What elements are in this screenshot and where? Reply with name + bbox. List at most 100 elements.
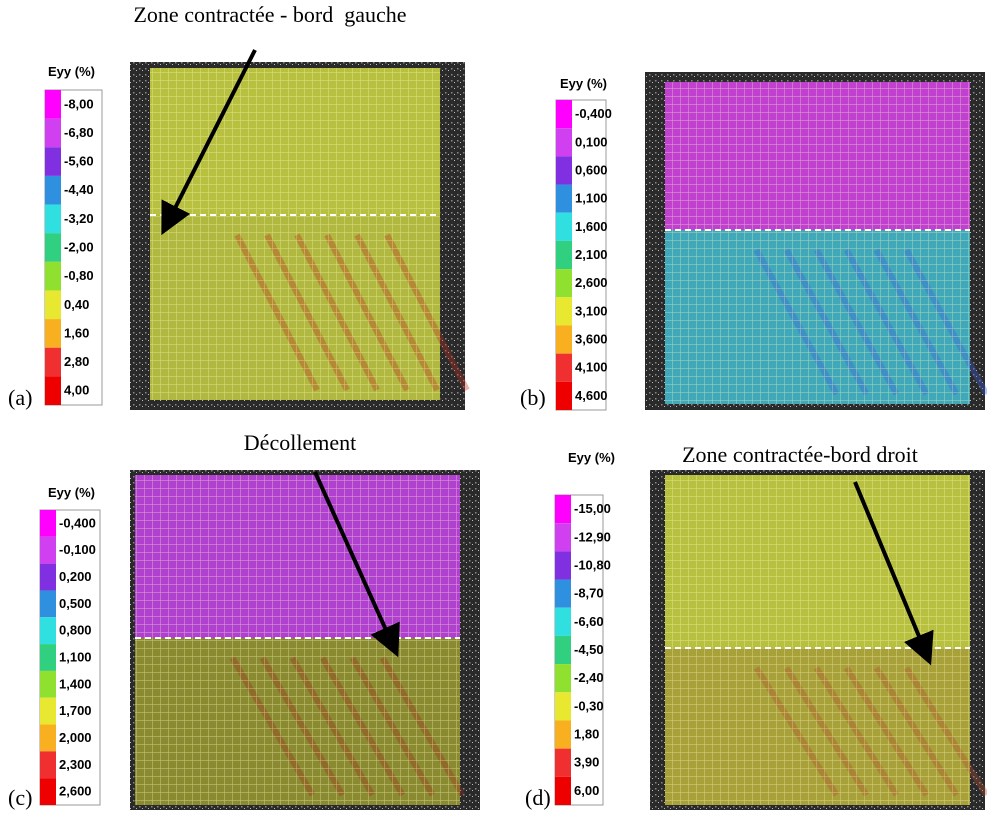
colorbar-tick-label: 1,80 <box>574 727 599 742</box>
colorbar-swatch <box>555 635 571 665</box>
colorbar-tick-label: -10,80 <box>574 557 611 572</box>
colorbar-swatch <box>556 269 572 298</box>
colorbar-tick-label: 2,000 <box>59 730 92 745</box>
colorbar-tick-label: -5,60 <box>64 154 94 169</box>
colorbar-tick-label: -4,40 <box>64 182 94 197</box>
grid-overlay <box>665 475 970 805</box>
colorbar-swatch <box>556 297 572 326</box>
colorbar-tick-label: 0,40 <box>64 297 89 312</box>
colorbar-swatch <box>556 100 572 129</box>
colorbar-title: Eyy (%) <box>568 450 615 465</box>
colorbar-swatch <box>45 175 61 205</box>
colorbar-swatch <box>45 319 61 348</box>
grid-overlay <box>150 68 440 400</box>
colorbar-tick-label: 0,100 <box>575 134 608 149</box>
colorbar-tick-label: 3,600 <box>575 332 608 347</box>
colorbar-tick-label: 1,100 <box>59 650 92 665</box>
arrow <box>313 471 400 658</box>
colorbar-tick-label: 3,90 <box>574 755 599 770</box>
colorbar-swatch <box>555 523 571 552</box>
colorbar-swatch <box>45 204 61 234</box>
colorbar-tick-label: 4,100 <box>575 360 608 375</box>
colorbar-tick-label: 1,700 <box>59 703 92 718</box>
colorbar-swatch <box>40 536 56 564</box>
colorbar-tick-label: 4,00 <box>64 383 89 398</box>
colorbar-tick-label: -8,70 <box>574 586 604 601</box>
colorbar-tick-label: 2,300 <box>59 757 92 772</box>
colorbar-tick-label: -2,40 <box>574 670 604 685</box>
colorbar-title: Eyy (%) <box>48 64 95 79</box>
colorbar-tick-label: 0,600 <box>575 162 608 177</box>
grid-overlay <box>135 475 460 805</box>
colorbar-tick-label: 1,60 <box>64 325 89 340</box>
colorbar-swatch <box>555 607 571 636</box>
colorbar-tick-label: 0,500 <box>59 596 92 611</box>
colorbar-tick-label: -15,00 <box>574 501 611 516</box>
colorbar-title: Eyy (%) <box>560 76 607 91</box>
colorbar-swatch <box>40 563 56 591</box>
colorbar-swatch <box>556 240 572 270</box>
colorbar-tick-label: -0,100 <box>59 542 96 557</box>
colorbar-swatch <box>45 376 61 405</box>
colorbar-swatch <box>45 347 61 377</box>
colorbar-swatch <box>555 495 571 524</box>
colorbar-tick-label: -0,400 <box>59 515 96 530</box>
annotation: Zone contractée-bord droit <box>682 442 918 467</box>
colorbar-tick-label: -4,50 <box>574 642 604 657</box>
colorbar-swatch <box>45 290 61 320</box>
colorbar-swatch <box>556 184 572 213</box>
arrow <box>161 49 257 236</box>
colorbar-tick-label: 3,100 <box>575 303 608 318</box>
panel-label: (d) <box>525 785 551 810</box>
colorbar-swatch <box>556 156 572 185</box>
colorbar-swatch <box>45 261 61 291</box>
colorbar-tick-label: -0,80 <box>64 268 94 283</box>
colorbar-tick-label: 4,600 <box>575 388 608 403</box>
panel-label: (a) <box>8 385 32 410</box>
colorbar-swatch <box>555 664 571 693</box>
colorbar-tick-label: 0,200 <box>59 569 92 584</box>
colorbar-title: Eyy (%) <box>48 485 95 500</box>
colorbar-swatch <box>40 670 56 698</box>
colorbar-tick-label: -3,20 <box>64 211 94 226</box>
colorbar-tick-label: -12,90 <box>574 529 611 544</box>
colorbar-swatch <box>556 353 572 382</box>
colorbar-tick-label: 2,600 <box>59 784 92 799</box>
colorbar-swatch <box>45 90 61 119</box>
colorbar-tick-label: 1,100 <box>575 191 608 206</box>
colorbar-tick-label: 1,600 <box>575 219 608 234</box>
colorbar-swatch <box>40 724 56 752</box>
panel-label: (c) <box>8 785 32 810</box>
annotation: Zone contractée - bord gauche <box>133 2 406 27</box>
colorbar-tick-label: -0,400 <box>575 106 612 121</box>
colorbar-swatch <box>556 325 572 354</box>
colorbar-swatch <box>40 751 56 779</box>
colorbar-tick-label: -0,30 <box>574 698 604 713</box>
colorbar-tick-label: -2,00 <box>64 240 94 255</box>
colorbar-swatch <box>556 381 572 410</box>
colorbar-swatch <box>555 551 571 580</box>
colorbar-swatch <box>40 590 56 618</box>
colorbar-swatch <box>556 212 572 241</box>
colorbar-swatch <box>555 692 571 721</box>
arrow <box>853 481 934 666</box>
colorbar-tick-label: 2,600 <box>575 275 608 290</box>
colorbar-swatch <box>556 128 572 157</box>
colorbar-swatch <box>40 617 56 645</box>
colorbar-swatch <box>40 697 56 725</box>
colorbar-swatch <box>555 579 571 608</box>
grid-overlay <box>665 82 970 404</box>
colorbar-swatch <box>45 118 61 148</box>
colorbar-tick-label: 1,400 <box>59 676 92 691</box>
annotation: Décollement <box>244 430 356 455</box>
colorbar-tick-label: 0,800 <box>59 623 92 638</box>
colorbar-tick-label: -8,00 <box>64 96 94 111</box>
colorbar-swatch <box>40 778 56 805</box>
panel-label: (b) <box>520 385 546 410</box>
colorbar-tick-label: -6,60 <box>574 614 604 629</box>
colorbar-tick-label: -6,80 <box>64 125 94 140</box>
colorbar-tick-label: 6,00 <box>574 783 599 798</box>
colorbar-tick-label: 2,80 <box>64 354 89 369</box>
colorbar-swatch <box>555 720 571 749</box>
